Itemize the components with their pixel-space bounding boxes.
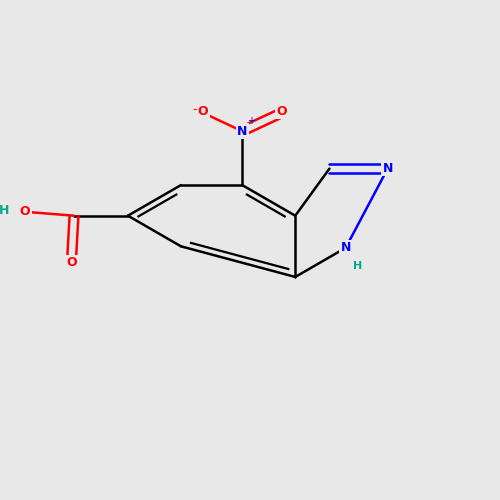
Text: +: + [247,116,255,126]
Text: -: - [192,102,197,116]
Text: O: O [66,256,77,269]
Text: O: O [20,206,30,218]
Text: H: H [0,204,10,218]
Text: O: O [198,105,208,118]
Text: N: N [237,124,248,138]
Text: N: N [382,162,393,175]
Text: O: O [276,105,286,118]
Text: H: H [354,262,362,272]
Text: N: N [340,242,351,254]
